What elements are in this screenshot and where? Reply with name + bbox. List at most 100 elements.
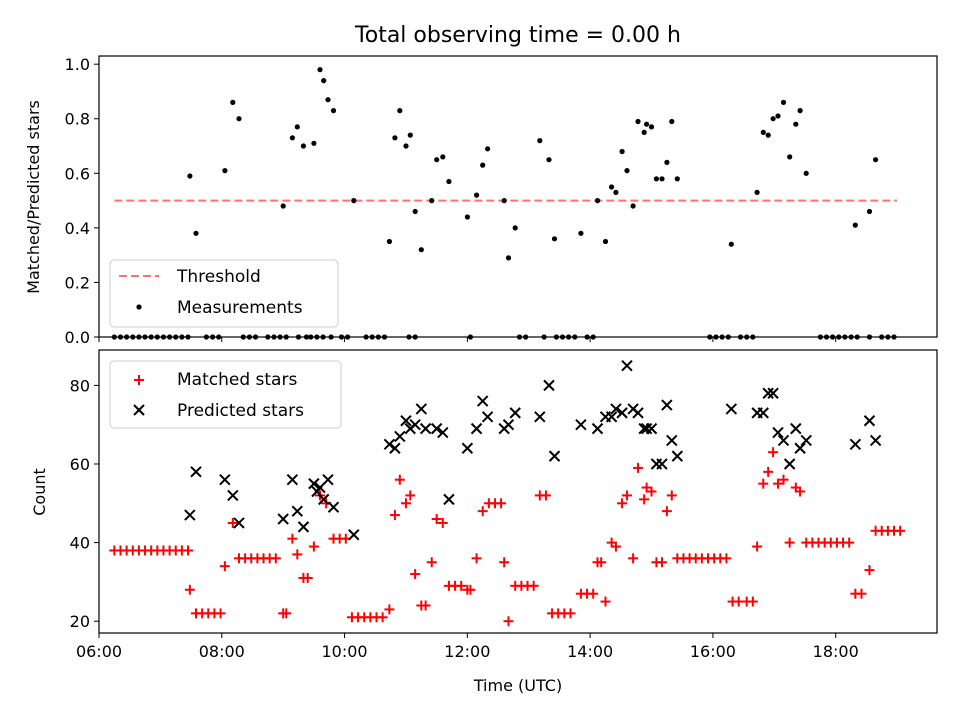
bottom-x-tick-label: 14:00 — [567, 642, 613, 661]
predicted-star-marker — [291, 505, 304, 517]
matched-star-marker — [465, 584, 476, 595]
matched-star-marker — [400, 498, 411, 509]
measurement-point — [754, 189, 760, 195]
measurement-point — [609, 184, 615, 190]
predicted-star-marker — [317, 493, 330, 506]
matched-star-marker — [610, 541, 621, 552]
top-legend-box — [109, 259, 339, 328]
matched-star-marker — [621, 490, 632, 501]
predicted-stars-layer — [184, 360, 882, 541]
legend-predicted-swatch — [133, 404, 145, 416]
matched-star-marker — [633, 462, 644, 473]
bottom-x-tick-label: 08:00 — [199, 642, 245, 661]
measurement-point — [321, 78, 327, 84]
legend-predicted-label: Predicted stars — [177, 401, 304, 421]
matched-star-marker — [628, 553, 639, 564]
measurement-point — [775, 113, 781, 119]
legend-measurements-label: Measurements — [177, 298, 303, 318]
top-y-axis-label: Matched/Predicted stars — [24, 100, 43, 294]
measurement-point — [407, 132, 413, 138]
matched-star-marker — [895, 525, 906, 536]
predicted-star-marker — [534, 411, 546, 423]
predicted-star-marker — [757, 407, 769, 419]
measurement-point — [280, 203, 286, 209]
matched-star-marker — [747, 596, 758, 607]
bottom-x-ticks: 06:00 08:00 10:00 12:00 14:00 16:00 18:00 — [76, 633, 859, 661]
measurement-point — [193, 230, 199, 236]
matched-star-marker — [784, 537, 795, 548]
predicted-star-marker — [661, 399, 673, 411]
top-y-tick-label: 0.0 — [65, 328, 90, 347]
predicted-star-marker — [783, 458, 796, 470]
matched-star-marker — [183, 545, 194, 556]
matched-star-marker — [477, 506, 488, 517]
matched-star-marker — [763, 466, 774, 477]
predicted-star-marker — [297, 521, 310, 533]
predicted-star-marker — [849, 438, 862, 451]
predicted-star-marker — [348, 529, 360, 541]
matched-star-marker — [528, 580, 539, 591]
top-axes-frame — [98, 55, 938, 338]
measurement-point — [187, 173, 193, 179]
measurement-point — [446, 178, 452, 185]
predicted-star-marker — [640, 422, 653, 435]
legend-threshold-label: Threshold — [176, 267, 261, 287]
predicted-star-marker — [227, 489, 239, 502]
matched-star-marker — [287, 533, 298, 544]
predicted-star-marker — [869, 434, 882, 447]
matched-star-marker — [844, 537, 855, 548]
matched-star-marker — [389, 510, 400, 521]
bottom-legend: Matched stars Predicted stars — [109, 360, 342, 429]
predicted-star-marker — [591, 422, 604, 435]
matched-stars-layer — [109, 447, 906, 627]
measurement-point — [664, 159, 670, 165]
measurement-point — [300, 143, 306, 149]
measurement-point — [644, 121, 650, 127]
measurement-point — [440, 154, 446, 160]
predicted-star-marker — [863, 415, 876, 427]
bottom-y-ticks: 20 40 60 80 — [70, 376, 99, 631]
matched-star-marker — [661, 506, 672, 517]
matched-star-marker — [426, 557, 437, 568]
predicted-star-marker — [543, 379, 555, 392]
top-y-ticks: 0.0 0.2 0.4 0.6 0.8 1.0 — [65, 55, 99, 347]
top-y-tick-label: 0.8 — [65, 110, 90, 129]
measurement-point — [619, 148, 625, 155]
measurement-point — [594, 198, 601, 204]
measurement-point — [674, 176, 680, 182]
predicted-star-marker — [308, 477, 320, 490]
predicted-star-marker — [409, 418, 421, 431]
matched-star-marker — [617, 498, 628, 509]
measurement-point — [485, 146, 491, 152]
matched-star-marker — [639, 494, 650, 505]
matched-star-marker — [778, 474, 789, 485]
predicted-star-marker — [790, 422, 802, 435]
bottom-x-tick-label: 10:00 — [322, 642, 368, 661]
bottom-x-tick-label: 18:00 — [813, 642, 859, 661]
predicted-star-marker — [219, 474, 231, 486]
measurement-point — [480, 162, 486, 168]
measurement-point — [512, 225, 518, 231]
predicted-star-marker — [548, 450, 561, 462]
measurement-point — [537, 138, 543, 144]
predicted-star-marker — [777, 434, 790, 447]
matched-star-marker — [292, 549, 303, 560]
matched-star-marker — [503, 616, 514, 627]
measurement-point — [765, 132, 771, 138]
matched-star-marker — [377, 612, 388, 623]
bottom-x-tick-label: 06:00 — [76, 642, 122, 661]
legend-measurements-swatch — [136, 304, 142, 310]
predicted-star-marker — [286, 474, 299, 486]
predicted-star-marker — [671, 450, 684, 462]
predicted-star-marker — [437, 426, 449, 439]
predicted-star-marker — [666, 434, 678, 447]
x-axis-label: Time (UTC) — [473, 676, 562, 695]
measurement-point — [222, 168, 228, 174]
matched-star-marker — [302, 572, 313, 583]
predicted-star-marker — [419, 422, 432, 435]
measurement-point — [325, 97, 331, 103]
measurement-point — [797, 108, 803, 114]
predicted-star-marker — [394, 430, 406, 443]
